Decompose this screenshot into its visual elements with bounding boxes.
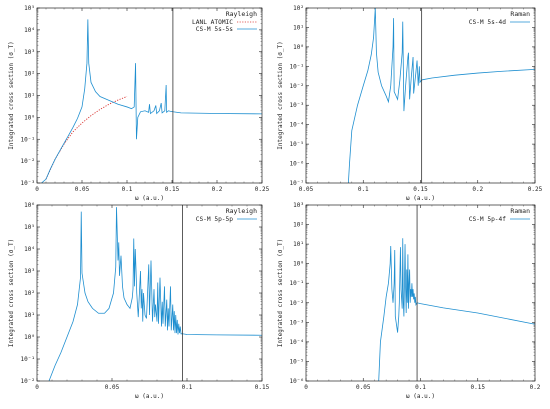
y-tick-label: 10⁻⁴ [290,339,304,346]
series-line-lanl-atomic [45,96,128,180]
x-tick-label: 0.05 [105,384,120,391]
y-tick-label: 10² [24,290,35,297]
legend-entry: LANL ATOMIC [192,19,233,26]
y-tick-label: 10⁻⁷ [290,180,304,187]
x-tick-label: 0.1 [415,384,426,391]
y-tick-label: 10⁵ [24,5,35,12]
chart-panel-3: 10⁻² 10⁻¹ 10⁰ 10¹ 10² 10³ 10⁴ 10⁵ 10⁶ 0 0.05 0.1 0.1… [8,202,270,400]
y-tick-label: 10⁻² [21,158,35,165]
y-tick-label: 10⁻² [21,378,35,385]
y-tick-label: 10¹ [293,241,304,248]
y-tick-label: 10⁰ [293,261,304,268]
series-line-cs-m [41,19,262,183]
y-tick-label: 10² [293,5,304,12]
legend-entry: CS-M 5p-4f [469,216,507,223]
x-tick-label: 0.15 [413,186,428,193]
y-tick-label: 10⁻² [290,300,304,307]
y-tick-label: 10⁻⁵ [290,141,304,148]
x-tick-label: 0 [35,186,39,193]
plot-frame [305,7,536,184]
x-tick-label: 0.25 [255,186,270,193]
series-line-cs-m [48,207,262,381]
y-tick-label: 10⁻³ [21,180,35,187]
legend-entry: CS-M 5s-5s [196,26,234,33]
y-tick-label: 10⁻⁶ [290,378,304,385]
legend-entry: CS-M 5p-5p [196,216,234,223]
series-line-cs-m [378,238,535,381]
x-tick-label: 0.1 [358,186,369,193]
y-tick-label: 10⁶ [24,202,35,209]
chart-panel-4: 10⁻⁶ 10⁻⁵ 10⁻⁴ 10⁻³ 10⁻² 10⁻¹ 10⁰ 10¹ 10² 10³ 0 0.0… [277,202,541,400]
legend-title: Raman [510,10,530,18]
plot-frame [36,7,263,184]
x-tick-label: 0.1 [182,384,193,391]
y-axis-label: Integrated cross section (σ_T) [8,41,15,149]
x-axis-label: ω (a.u.) [406,393,435,400]
y-tick-label: 10³ [293,202,304,209]
plot-frame [305,204,536,382]
legend-title: Raman [510,207,530,215]
y-tick-label: 10⁻¹ [21,136,35,143]
y-tick-label: 10⁻¹ [21,356,35,363]
x-tick-label: 0.15 [255,384,270,391]
y-tick-label: 10⁴ [24,27,35,34]
x-tick-label: 0.1 [122,186,133,193]
x-tick-label: 0 [304,384,308,391]
y-tick-label: 10² [24,71,35,78]
y-tick-label: 10⁻¹ [290,280,304,287]
y-tick-label: 10⁻² [290,83,304,90]
x-axis-label: ω (a.u.) [406,195,435,202]
y-tick-label: 10⁻⁴ [290,122,304,129]
y-tick-label: 10⁰ [24,114,35,121]
x-tick-label: 0.05 [75,186,90,193]
x-tick-label: 0.2 [530,384,541,391]
y-tick-label: 10⁴ [24,246,35,253]
y-tick-label: 10¹ [24,93,35,100]
legend-title: Rayleigh [226,207,257,215]
y-tick-label: 10⁻⁶ [290,161,304,168]
x-axis-label: ω (a.u.) [135,393,164,400]
x-tick-label: 0.2 [212,186,223,193]
x-tick-label: 0.05 [356,384,371,391]
chart-panel-1: 10⁻³ 10⁻² 10⁻¹ 10⁰ 10¹ 10² 10³ 10⁴ 10⁵ 0 0.05 0.1 0.… [8,5,270,202]
y-axis-label: Integrated cross section (σ_T) [277,239,284,347]
y-tick-label: 10³ [24,268,35,275]
y-tick-label: 10⁰ [293,44,304,51]
y-tick-label: 10⁻¹ [290,63,304,70]
chart-panel-2: 10⁻⁷ 10⁻⁶ 10⁻⁵ 10⁻⁴ 10⁻³ 10⁻² 10⁻¹ 10⁰ 10¹ 10² 0.0… [277,5,543,202]
y-axis-label: Integrated cross section (σ_T) [8,239,15,347]
y-tick-label: 10⁻³ [290,319,304,326]
y-tick-label: 10¹ [293,24,304,31]
y-tick-label: 10⁰ [24,334,35,341]
x-tick-label: 0.2 [472,186,483,193]
x-tick-label: 0 [35,384,39,391]
x-axis-label: ω (a.u.) [135,195,164,202]
x-tick-label: 0.05 [299,186,314,193]
y-tick-label: 10⁵ [24,224,35,231]
legend-title: Rayleigh [226,10,257,18]
plot-frame [36,204,263,382]
x-tick-label: 0.25 [528,186,543,193]
y-axis-label: Integrated cross section (σ_T) [277,41,284,149]
x-tick-label: 0.15 [471,384,486,391]
legend-entry: CS-M 5s-4d [469,19,507,26]
x-tick-label: 0.15 [165,186,180,193]
y-tick-label: 10¹ [24,312,35,319]
series-line-cs-m [347,8,535,183]
y-tick-label: 10² [293,222,304,229]
y-tick-label: 10⁻³ [290,102,304,109]
y-tick-label: 10³ [24,49,35,56]
y-tick-label: 10⁻⁵ [290,358,304,365]
